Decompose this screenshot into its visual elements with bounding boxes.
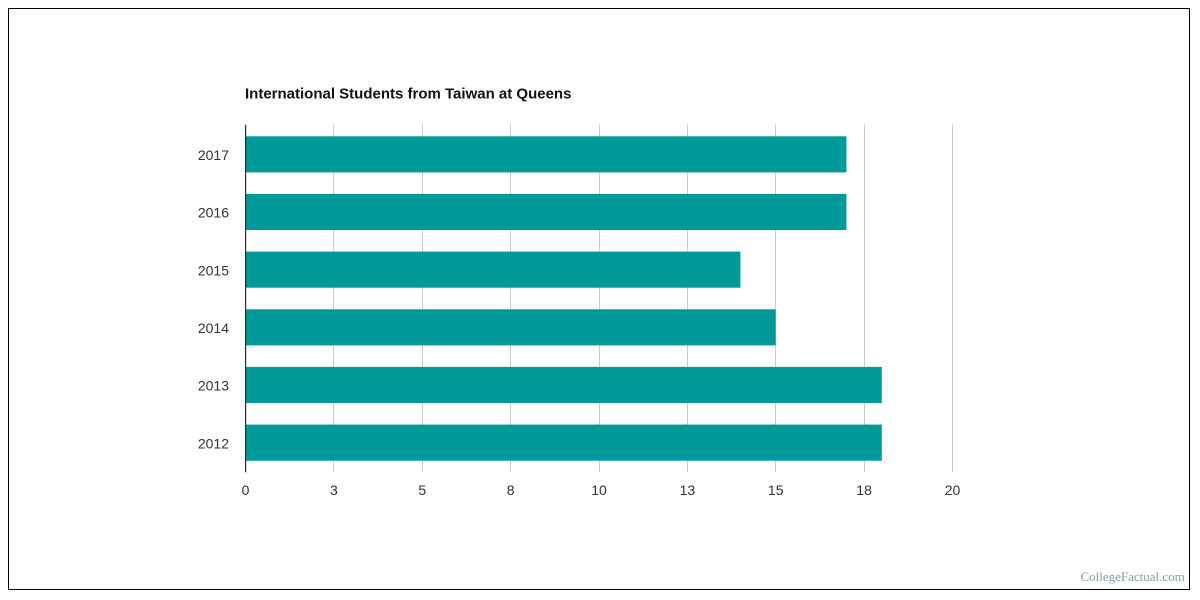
svg-text:20: 20 — [945, 482, 961, 498]
svg-text:15: 15 — [768, 482, 784, 498]
svg-text:13: 13 — [680, 482, 696, 498]
svg-text:2015: 2015 — [198, 262, 229, 278]
svg-text:CollegeFactual.com: CollegeFactual.com — [1080, 569, 1184, 584]
svg-text:10: 10 — [591, 482, 607, 498]
svg-text:2017: 2017 — [198, 147, 229, 163]
svg-text:International Students from Ta: International Students from Taiwan at Qu… — [245, 86, 571, 103]
svg-text:2012: 2012 — [198, 435, 229, 451]
svg-text:18: 18 — [856, 482, 872, 498]
svg-text:2013: 2013 — [198, 378, 229, 394]
svg-text:3: 3 — [330, 482, 338, 498]
svg-text:2016: 2016 — [198, 205, 229, 221]
svg-text:5: 5 — [418, 482, 426, 498]
svg-text:2014: 2014 — [198, 320, 229, 336]
svg-text:8: 8 — [507, 482, 515, 498]
svg-text:0: 0 — [242, 482, 250, 498]
